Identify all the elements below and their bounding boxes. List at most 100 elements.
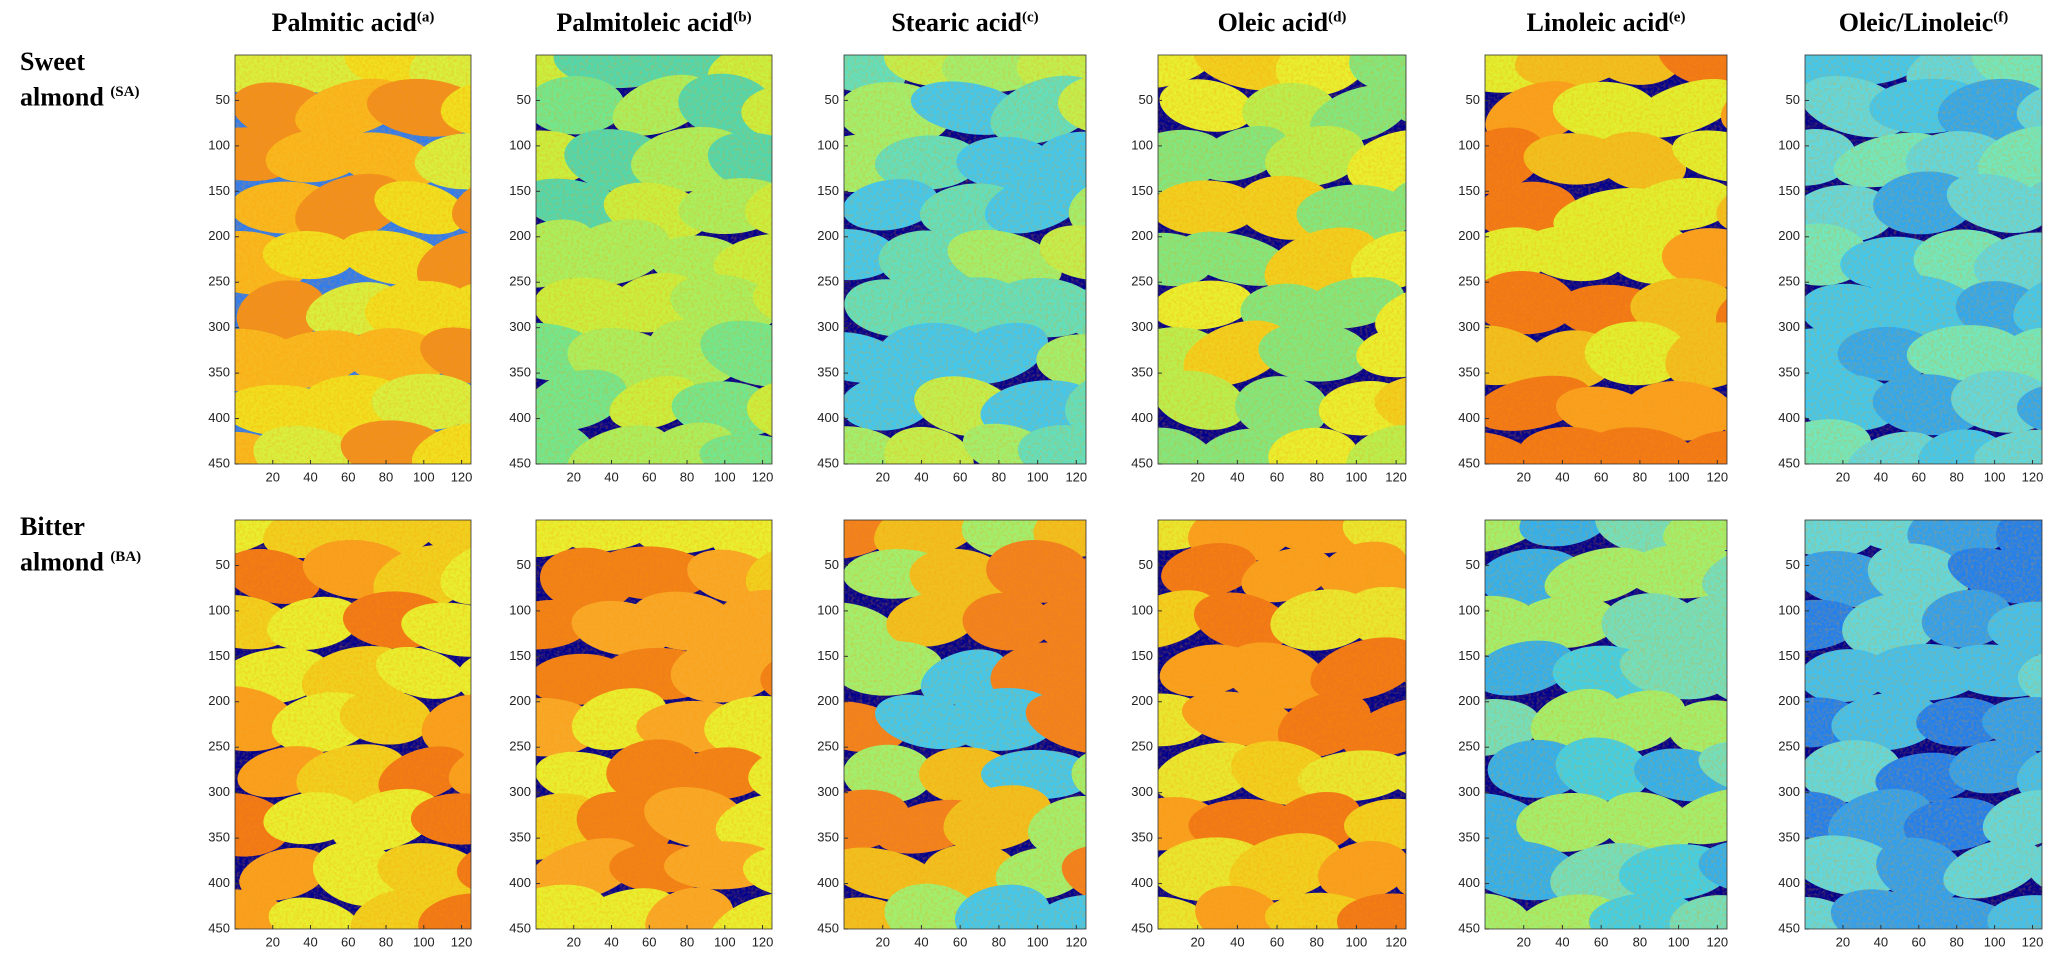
x-tick-label: 20 (266, 469, 280, 484)
y-tick-label: 200 (208, 228, 230, 243)
y-tick-label: 400 (208, 410, 230, 425)
y-tick-label: 450 (1778, 920, 1800, 935)
frame (234, 54, 472, 465)
x-tick-label: 100 (1668, 934, 1690, 949)
x-tick-label: 80 (1309, 934, 1323, 949)
texture (235, 55, 471, 464)
y-tick-label: 400 (1778, 875, 1800, 890)
y-tick-label: 400 (208, 875, 230, 890)
heatmap-image (844, 55, 1086, 464)
y-tick-label: 300 (1778, 784, 1800, 799)
y-tick-label: 350 (208, 365, 230, 380)
x-tick-label: 40 (1555, 934, 1569, 949)
y-tick-label: 150 (1778, 648, 1800, 663)
frame (1157, 519, 1407, 930)
heatmap-panel: 20 40 60 80 100 120 50 100 150 200 250 300 350 400 450 (509, 54, 774, 484)
texture (1805, 55, 2042, 464)
x-tick-label: 120 (451, 469, 473, 484)
y-tick-label: 250 (1131, 274, 1153, 289)
heatmap-panel: 20 40 60 80 100 120 50 100 150 200 250 300 350 400 450 (817, 519, 1087, 949)
y-tick-label: 400 (1778, 410, 1800, 425)
y-tick-label: 200 (817, 693, 839, 708)
row-label: Bitter almond (BA) (20, 512, 170, 578)
y-tick-label: 450 (1131, 455, 1153, 470)
x-tick-label: 20 (266, 934, 280, 949)
y-tick-label: 150 (208, 648, 230, 663)
texture (844, 55, 1086, 464)
y-tick-label: 450 (1778, 455, 1800, 470)
y-tick-label: 300 (1458, 784, 1480, 799)
x-tick-label: 40 (1230, 469, 1244, 484)
heatmap-image (536, 520, 772, 929)
y-tick-label: 250 (1458, 274, 1480, 289)
y-tick-label: 450 (817, 455, 839, 470)
y-tick-label: 250 (1778, 274, 1800, 289)
y-tick-label: 400 (817, 410, 839, 425)
y-tick-label: 150 (208, 183, 230, 198)
heatmap-panel: 20 40 60 80 100 120 50 100 150 200 250 300 350 400 450 (1458, 519, 1728, 949)
y-tick-label: 50 (517, 92, 531, 107)
y-tick-label: 450 (1131, 920, 1153, 935)
x-tick-label: 60 (1270, 934, 1284, 949)
y-tick-label: 350 (509, 365, 531, 380)
heatmap-panel: 20 40 60 80 100 120 50 100 150 200 250 300 350 400 450 (208, 519, 472, 949)
x-tick-label: 20 (1836, 934, 1850, 949)
y-tick-label: 200 (1131, 693, 1153, 708)
y-tick-label: 50 (216, 92, 230, 107)
heatmap-panel: 20 40 60 80 100 120 50 100 150 200 250 300 350 400 450 (1131, 519, 1407, 949)
y-tick-label: 150 (1131, 183, 1153, 198)
y-tick-label: 350 (1458, 830, 1480, 845)
y-tick-label: 300 (208, 319, 230, 334)
y-tick-label: 450 (1458, 455, 1480, 470)
x-tick-label: 20 (875, 934, 889, 949)
x-tick-label: 40 (1230, 934, 1244, 949)
x-tick-label: 80 (680, 469, 694, 484)
x-tick-label: 120 (1706, 934, 1728, 949)
column-title: Palmitic acid(a) (272, 8, 435, 38)
heatmap-image (1158, 55, 1406, 464)
texture (1158, 520, 1406, 929)
x-tick-label: 120 (752, 469, 774, 484)
title-text: Palmitoleic acid (556, 8, 734, 37)
x-tick-label: 40 (604, 469, 618, 484)
texture (1485, 55, 1727, 464)
heatmap-image (235, 520, 471, 929)
y-tick-label: 100 (1131, 602, 1153, 617)
y-tick-label: 300 (208, 784, 230, 799)
x-tick-label: 100 (1668, 469, 1690, 484)
y-tick-label: 200 (509, 228, 531, 243)
y-tick-label: 50 (1466, 92, 1480, 107)
texture (235, 520, 471, 929)
y-tick-label: 150 (1131, 648, 1153, 663)
y-tick-label: 300 (1131, 784, 1153, 799)
y-tick-label: 150 (817, 183, 839, 198)
row-label: Sweet almond (SA) (20, 47, 170, 113)
y-tick-label: 250 (1131, 739, 1153, 754)
frame (234, 519, 472, 930)
x-tick-label: 20 (1190, 934, 1204, 949)
y-tick-label: 350 (1131, 365, 1153, 380)
frame (535, 519, 773, 930)
x-tick-label: 40 (1874, 934, 1888, 949)
x-tick-label: 80 (992, 469, 1006, 484)
x-tick-label: 100 (1346, 469, 1368, 484)
y-tick-label: 350 (509, 830, 531, 845)
title-text: Stearic acid (891, 8, 1023, 37)
title-text: Oleic/Linoleic (1838, 8, 1994, 37)
x-tick-label: 100 (1984, 469, 2006, 484)
x-tick-label: 40 (914, 934, 928, 949)
x-tick-label: 120 (1065, 469, 1087, 484)
x-tick-label: 60 (1594, 934, 1608, 949)
x-tick-label: 100 (1027, 469, 1049, 484)
y-tick-label: 50 (216, 557, 230, 572)
y-tick-label: 400 (1131, 875, 1153, 890)
row-text: Sweet almond (20, 47, 104, 112)
y-tick-label: 100 (208, 137, 230, 152)
y-tick-label: 100 (1778, 137, 1800, 152)
x-tick-label: 100 (1027, 934, 1049, 949)
texture (1158, 55, 1406, 464)
x-tick-label: 40 (914, 469, 928, 484)
title-text: Linoleic acid (1526, 8, 1669, 37)
y-tick-label: 350 (1778, 830, 1800, 845)
heatmap-panel: 20 40 60 80 100 120 50 100 150 200 250 300 350 400 450 (1778, 54, 2043, 484)
